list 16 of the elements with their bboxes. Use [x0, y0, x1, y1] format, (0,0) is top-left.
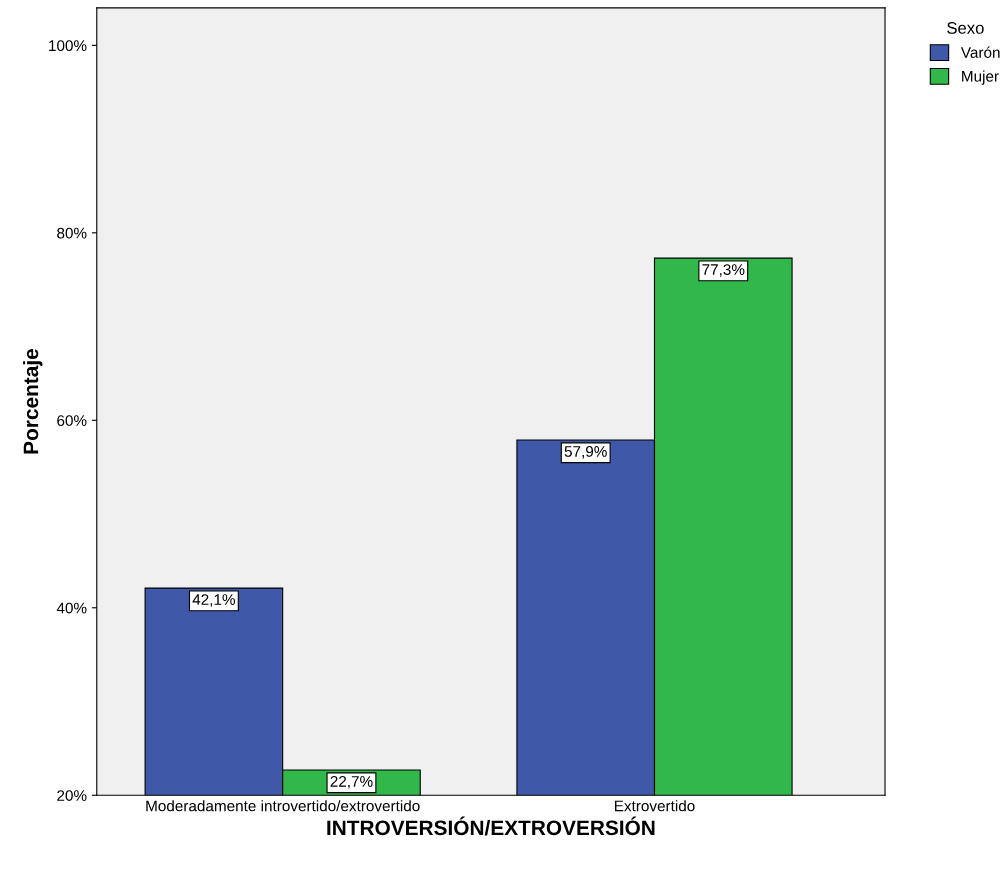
- x-tick-label: Moderadamente introvertido/extrovertido: [146, 800, 420, 812]
- y-axis-title: Porcentaje: [23, 349, 43, 454]
- y-tick-label: 40%: [56, 602, 87, 614]
- data-label: 57,9%: [564, 446, 607, 459]
- x-axis-title: INTROVERSIÓN/EXTROVERSIÓN: [327, 816, 655, 836]
- y-tick-label: 100%: [49, 40, 87, 52]
- data-label: 77,3%: [702, 264, 745, 277]
- legend-label: Varón: [960, 46, 1000, 58]
- legend-label: Mujer: [962, 70, 999, 85]
- y-tick-label: 20%: [57, 790, 87, 801]
- x-tick-label: Extrovertido: [614, 800, 695, 812]
- data-label: 22,7%: [330, 775, 373, 789]
- y-tick-label: 60%: [57, 415, 87, 426]
- data-label: 42,1%: [192, 594, 236, 607]
- y-tick-label: 80%: [57, 227, 87, 239]
- legend-title: Sexo: [947, 22, 984, 34]
